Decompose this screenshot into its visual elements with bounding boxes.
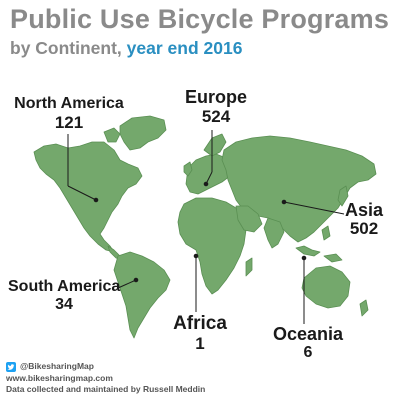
oceania-count: 6 xyxy=(303,344,313,361)
website-link[interactable]: www.bikesharingmap.com xyxy=(6,372,113,383)
leader-lines xyxy=(67,130,345,324)
page-subtitle: by Continent, year end 2016 xyxy=(10,38,242,59)
africa-dot xyxy=(193,253,199,259)
north-america-line-2 xyxy=(67,185,97,201)
africa-name: Africa xyxy=(173,313,227,334)
arabia-land xyxy=(235,205,263,233)
south-america-land xyxy=(113,251,171,339)
south-america-name: South America xyxy=(8,278,121,295)
india-land xyxy=(263,217,285,249)
south-america-count: 34 xyxy=(55,296,73,313)
asia-dot xyxy=(281,199,287,205)
label-africa: Africa 1 xyxy=(165,314,235,352)
twitter-icon[interactable] xyxy=(6,361,16,372)
greenland xyxy=(119,115,167,151)
uk-land xyxy=(183,161,193,177)
south-america-line xyxy=(117,279,137,289)
page-title: Public Use Bicycle Programs xyxy=(10,4,390,34)
twitter-row: @BikesharingMap xyxy=(6,361,205,373)
philippines-land xyxy=(321,225,331,241)
europe-dot xyxy=(203,181,209,187)
scandinavia-land xyxy=(203,133,227,157)
africa-count: 1 xyxy=(195,334,205,353)
north-america-dot xyxy=(93,197,99,203)
asia-land xyxy=(221,135,377,243)
subtitle-year: year end 2016 xyxy=(126,38,243,58)
label-oceania: Oceania 6 xyxy=(264,325,352,361)
label-europe: Europe 524 xyxy=(176,88,256,125)
landmasses xyxy=(33,115,377,339)
new-guinea-land xyxy=(323,253,343,263)
africa-land xyxy=(177,197,247,295)
footer: @BikesharingMap www.bikesharingmap.com D… xyxy=(6,361,205,396)
asia-count: 502 xyxy=(349,219,379,238)
europe-count: 524 xyxy=(201,107,231,126)
north-america-land xyxy=(33,141,143,253)
europe-name: Europe xyxy=(184,87,247,107)
asia-line xyxy=(283,201,345,215)
europe-land xyxy=(185,153,233,195)
asia-name: Asia xyxy=(344,200,384,220)
subtitle-prefix: by Continent, xyxy=(10,38,127,58)
oceania-dot xyxy=(301,255,307,261)
south-america-dot xyxy=(133,277,139,283)
north-america-count: 121 xyxy=(54,113,84,132)
label-south-america: South America 34 xyxy=(8,279,120,313)
credit-text: Data collected and maintained by Russell… xyxy=(6,384,206,394)
label-north-america: North America 121 xyxy=(10,95,128,132)
australia-land xyxy=(301,265,351,309)
new-zealand-land xyxy=(359,299,369,317)
japan-land xyxy=(337,185,349,207)
baffin-island xyxy=(103,127,121,143)
indonesia-land xyxy=(295,245,321,257)
north-america-name: North America xyxy=(14,95,124,112)
label-asia: Asia 502 xyxy=(338,201,390,237)
oceania-name: Oceania xyxy=(272,324,344,344)
twitter-handle[interactable]: @BikesharingMap xyxy=(20,361,94,371)
madagascar-land xyxy=(245,257,253,277)
